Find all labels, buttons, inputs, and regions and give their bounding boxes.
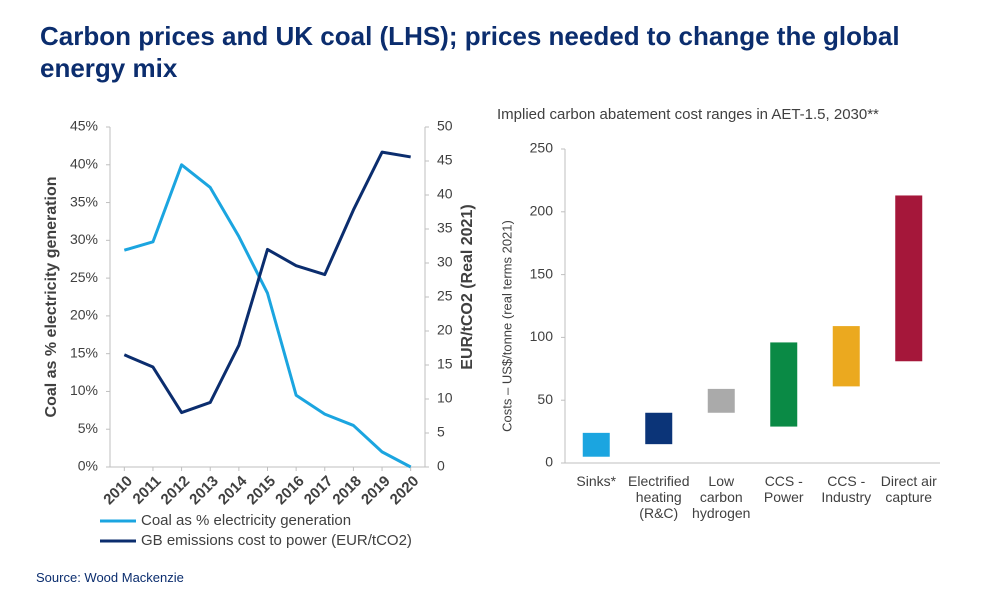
y-tick-label: 35% (70, 193, 98, 209)
y-tick-label: 200 (530, 203, 554, 219)
x-tick-label: 2016 (272, 473, 308, 509)
x-tick-label: 2010 (100, 473, 136, 509)
legend-label: GB emissions cost to power (EUR/tCO2) (141, 532, 412, 549)
y-axis-title: Coal as % electricity generation (43, 177, 60, 418)
y-tick-label: 0% (78, 458, 98, 474)
y2-tick-label: 50 (437, 118, 453, 134)
range-bar (832, 326, 860, 387)
range-bar (645, 412, 673, 445)
series-line (123, 163, 412, 469)
x-tick-label: Sinks* (576, 473, 617, 489)
y2-tick-label: 20 (437, 322, 453, 338)
y2-tick-label: 40 (437, 186, 453, 202)
range-bar (707, 388, 735, 413)
y2-tick-label: 5 (437, 424, 445, 440)
x-tick-label: CCS - Industry (821, 473, 872, 505)
range-bar (582, 432, 610, 457)
x-tick-label: 2013 (186, 473, 222, 509)
y2-tick-label: 45 (437, 152, 453, 168)
y-tick-label: 30% (70, 231, 98, 247)
y-tick-label: 15% (70, 344, 98, 360)
y2-tick-label: 35 (437, 220, 453, 236)
y-tick-label: 100 (530, 328, 554, 344)
chart-subtitle: Implied carbon abatement cost ranges in … (497, 106, 879, 123)
x-tick-label: 2015 (244, 473, 280, 509)
y2-tick-label: 0 (437, 458, 445, 474)
y2-tick-label: 10 (437, 390, 453, 406)
x-tick-label: 2018 (329, 473, 365, 509)
x-tick-label: 2017 (301, 473, 337, 509)
y-tick-label: 10% (70, 382, 98, 398)
y-tick-label: 5% (78, 420, 98, 436)
source-note: Source: Wood Mackenzie (36, 570, 184, 585)
y2-axis-title: EUR/tCO2 (Real 2021) (459, 204, 476, 369)
y2-tick-label: 30 (437, 254, 453, 270)
x-tick-label: 2012 (158, 473, 194, 509)
x-tick-label: 2020 (387, 473, 423, 509)
y-tick-label: 25% (70, 269, 98, 285)
y-axis-title: Costs – US$/tonne (real terms 2021) (499, 220, 514, 432)
y-tick-label: 50 (537, 391, 553, 407)
series-line (123, 150, 411, 415)
x-tick-label: Low carbon hydrogen (692, 473, 751, 521)
x-tick-label: 2011 (130, 473, 165, 508)
y2-tick-label: 15 (437, 356, 453, 372)
y-tick-label: 20% (70, 307, 98, 323)
range-bar (895, 195, 923, 362)
y-tick-label: 0 (545, 454, 553, 470)
y-tick-label: 45% (70, 118, 98, 134)
x-tick-label: CCS - Power (763, 473, 804, 505)
x-tick-label: 2019 (358, 473, 394, 509)
page-title: Carbon prices and UK coal (LHS); prices … (40, 21, 900, 83)
x-tick-label: Electrified heating (R&C) (628, 473, 690, 521)
legend-label: Coal as % electricity generation (141, 512, 351, 529)
y-tick-label: 40% (70, 155, 98, 171)
x-tick-label: Direct air capture (880, 473, 937, 505)
y-tick-label: 250 (530, 140, 554, 156)
x-tick-label: 2014 (215, 472, 251, 508)
y-tick-label: 150 (530, 265, 554, 281)
range-bar (770, 342, 798, 427)
y2-tick-label: 25 (437, 288, 453, 304)
